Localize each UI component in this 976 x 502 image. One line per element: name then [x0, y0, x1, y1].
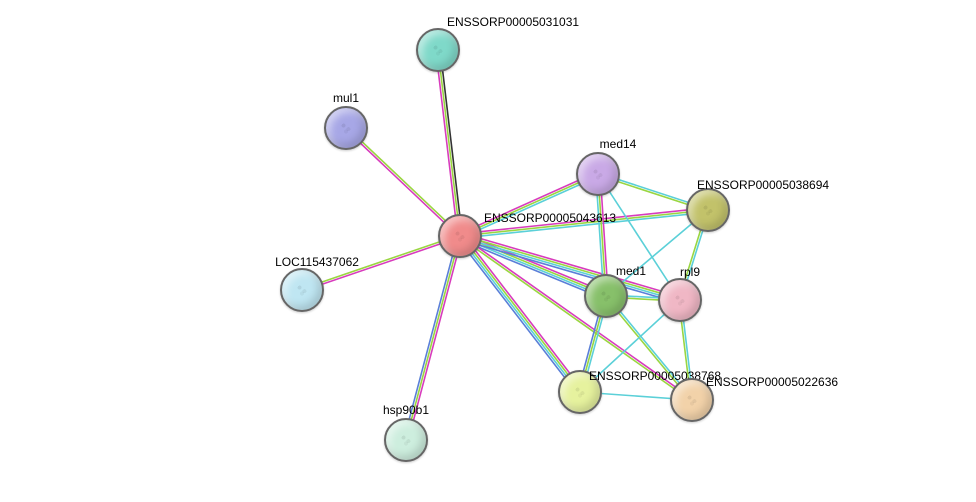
node-structure-icon	[668, 288, 692, 312]
node-n_rpl9[interactable]	[658, 278, 702, 322]
node-label: med1	[616, 264, 646, 278]
node-label: rpl9	[680, 265, 700, 279]
node-structure-icon	[696, 198, 720, 222]
edges-layer	[0, 0, 976, 502]
node-label: hsp90b1	[383, 403, 429, 417]
node-n_31031[interactable]	[416, 28, 460, 72]
edge	[460, 210, 708, 236]
node-n_med1[interactable]	[584, 274, 628, 318]
edge	[302, 237, 460, 291]
edge	[461, 233, 681, 297]
edge	[463, 234, 583, 390]
node-label: ENSSORP00005022636	[706, 375, 838, 389]
edge	[460, 237, 606, 297]
edge	[459, 239, 605, 299]
edge	[459, 237, 579, 393]
edge	[347, 127, 461, 235]
node-n_med14[interactable]	[576, 152, 620, 196]
node-structure-icon	[394, 428, 418, 452]
edge	[438, 50, 460, 236]
node-n_38768[interactable]	[558, 370, 602, 414]
node-structure-icon	[426, 38, 450, 62]
node-structure-icon	[334, 116, 358, 140]
node-n_22636[interactable]	[670, 378, 714, 422]
edge	[436, 50, 458, 236]
edge	[440, 50, 462, 236]
edge	[460, 208, 708, 234]
edge	[461, 235, 581, 391]
node-structure-icon	[586, 162, 610, 186]
node-n_mul1[interactable]	[324, 106, 368, 150]
edge	[406, 236, 460, 440]
node-n_38694[interactable]	[686, 188, 730, 232]
node-structure-icon	[290, 278, 314, 302]
node-structure-icon	[568, 380, 592, 404]
node-n_center[interactable]	[438, 214, 482, 258]
node-structure-icon	[680, 388, 704, 412]
edge	[460, 237, 680, 301]
edge	[461, 233, 607, 293]
edge	[457, 238, 577, 394]
node-structure-icon	[448, 224, 472, 248]
node-label: med14	[600, 137, 637, 151]
node-label: LOC115437062	[275, 255, 359, 269]
edge	[460, 212, 708, 238]
edge	[459, 239, 679, 303]
edge	[460, 235, 606, 295]
node-n_hsp90b1[interactable]	[384, 418, 428, 462]
edge	[404, 235, 458, 439]
node-label: ENSSORP00005043613	[484, 211, 616, 225]
node-label: mul1	[333, 91, 359, 105]
edge	[345, 129, 459, 237]
edge	[408, 237, 462, 441]
edge	[460, 235, 680, 299]
network-diagram: ENSSORP00005043613 ENSSORP00005031031 mul1…	[0, 0, 976, 502]
edge	[302, 235, 460, 289]
node-structure-icon	[594, 284, 618, 308]
node-label: ENSSORP00005031031	[447, 15, 579, 29]
node-n_loc[interactable]	[280, 268, 324, 312]
